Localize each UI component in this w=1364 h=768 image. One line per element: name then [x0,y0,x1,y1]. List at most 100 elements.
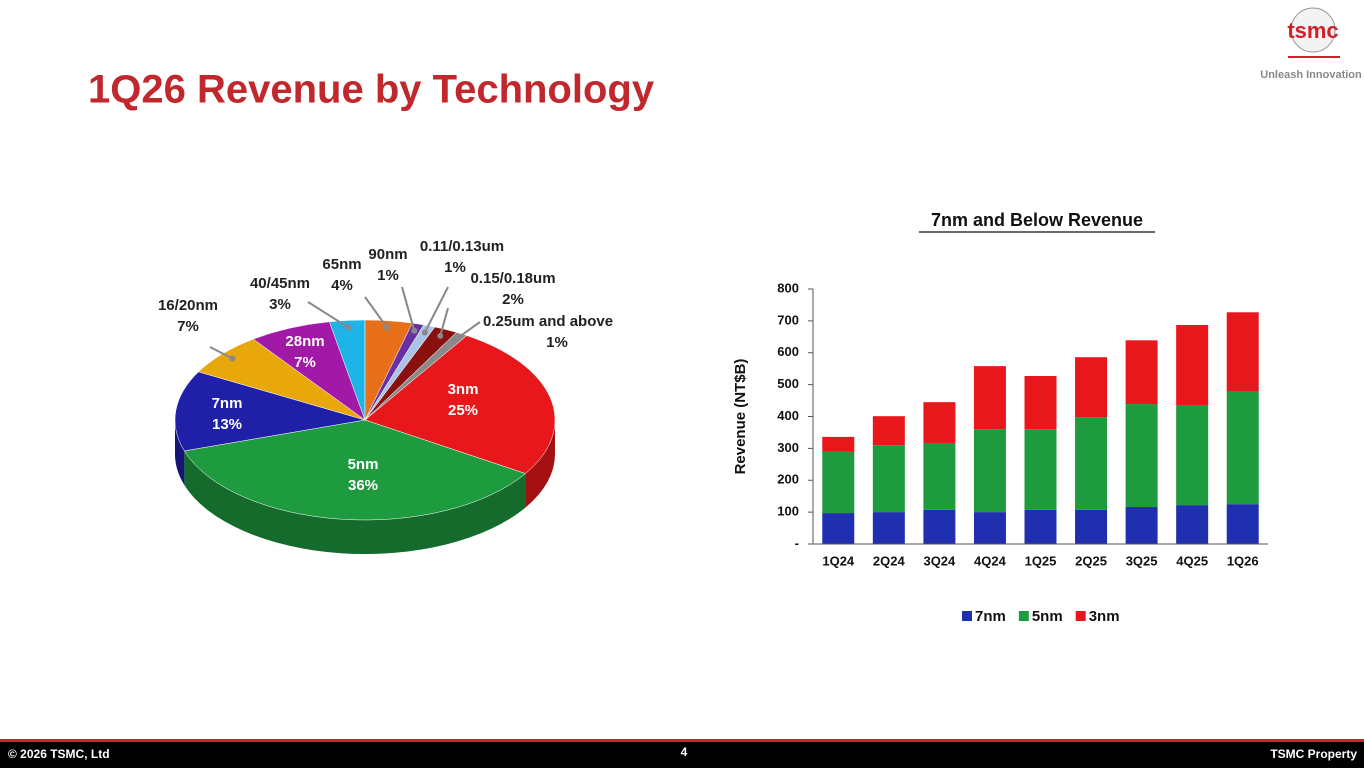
bar-segment [1226,391,1259,505]
legend-label: 7nm [975,608,1006,625]
slice-value-label: 3% [269,296,291,313]
leader-dot [437,332,444,339]
slice-side [525,420,555,508]
bar-segment [1226,312,1259,391]
slice-label: 28nm [285,333,324,350]
bar-segment [1125,340,1158,405]
slice-value-label: 25% [448,402,478,419]
bar-segment [822,436,855,452]
chart-title: 7nm and Below Revenue [931,210,1143,230]
footer-rule [0,739,1364,742]
bar-segment [1176,325,1209,406]
leader-dot [345,324,352,331]
bar-segment [1024,509,1057,544]
bar-segment [1075,509,1108,544]
slice-label: 3nm [448,381,479,398]
x-tick-label: 1Q24 [822,553,855,568]
x-tick-label: 2Q25 [1075,553,1107,568]
logo-text: tsmc [1287,18,1338,43]
tagline: Unleash Innovation [1260,69,1362,81]
bar-segment [923,442,956,510]
legend-label: 3nm [1089,608,1120,625]
slice-label: 40/45nm [250,275,310,292]
slice [364,335,556,474]
legend-swatch [1075,611,1086,621]
leader-line [423,286,449,333]
leader-line [454,321,481,341]
leader-line [307,301,349,329]
y-tick-label: 200 [777,472,799,487]
leader-dot [411,327,418,334]
x-tick-label: 4Q25 [1176,553,1208,568]
slice-label: 5nm [348,456,379,473]
bar-segment [973,366,1006,430]
bar-segment [872,445,905,513]
slice-value-label: 7% [294,354,316,371]
slice-value-label: 36% [348,477,378,494]
copyright: © 2026 TSMC, Ltd [8,747,110,761]
leader-line [439,307,449,337]
bar-segment [1024,429,1057,510]
footer [0,742,1364,768]
bar-segment [872,512,905,544]
bar-segment [923,402,956,443]
slice-value-label: 1% [444,259,466,276]
bar-segment [872,416,905,446]
slice-label: 7nm [212,395,243,412]
x-tick-label: 3Q25 [1126,553,1158,568]
bar-segment [1176,505,1209,544]
bar-segment [822,513,855,544]
slice-label: 0.25um and above [483,313,613,330]
x-tick-label: 1Q25 [1025,553,1057,568]
leader-line [401,286,416,331]
y-tick-label: 500 [777,376,799,391]
bar-segment [1176,405,1209,506]
x-tick-label: 1Q26 [1227,553,1259,568]
y-tick-label: 700 [777,312,799,327]
side-shade [525,420,555,508]
slice-value-label: 4% [331,277,353,294]
leader-dot [229,355,236,362]
bar-segment [973,429,1006,513]
x-tick-label: 2Q24 [873,553,906,568]
slice-label: 0.15/0.18um [470,270,555,287]
bar-segment [1075,357,1108,418]
y-tick-label: 100 [777,504,799,519]
slice-label: 90nm [368,246,407,263]
bar-segment [1075,417,1108,510]
slice-label: 65nm [322,256,361,273]
slice-label: 0.11/0.13um [420,238,504,255]
y-axis-label: Revenue (NT$B) [732,359,749,475]
bar-segment [822,451,855,514]
bar-segment [973,512,1006,544]
side-shade [184,450,526,554]
slice-value-label: 13% [212,416,242,433]
slice-value-label: 2% [502,291,524,308]
x-tick-label: 4Q24 [974,553,1007,568]
y-tick-label: 400 [777,408,799,423]
y-tick-label: 800 [777,280,799,295]
page-number: 4 [681,745,688,759]
bar-segment [1024,376,1057,430]
legend-swatch [1018,611,1029,621]
leader-dot [451,336,458,343]
slice-side [184,450,526,554]
y-tick-label: 600 [777,344,799,359]
leader-dot [384,324,391,331]
slice-value-label: 1% [377,267,399,284]
leader-line [364,296,388,329]
bar-segment [1125,507,1158,544]
y-tick-label: 300 [777,440,799,455]
slice-value-label: 1% [546,334,568,351]
leader-dot [421,329,428,336]
slice-label: 16/20nm [158,297,218,314]
slice [183,419,526,521]
x-tick-label: 3Q24 [923,553,956,568]
slice-value-label: 7% [177,318,199,335]
bar-segment [1226,504,1259,544]
slice [174,371,366,452]
footer-right: TSMC Property [1270,747,1357,761]
leader-line [209,346,233,360]
legend-label: 5nm [1032,608,1063,625]
